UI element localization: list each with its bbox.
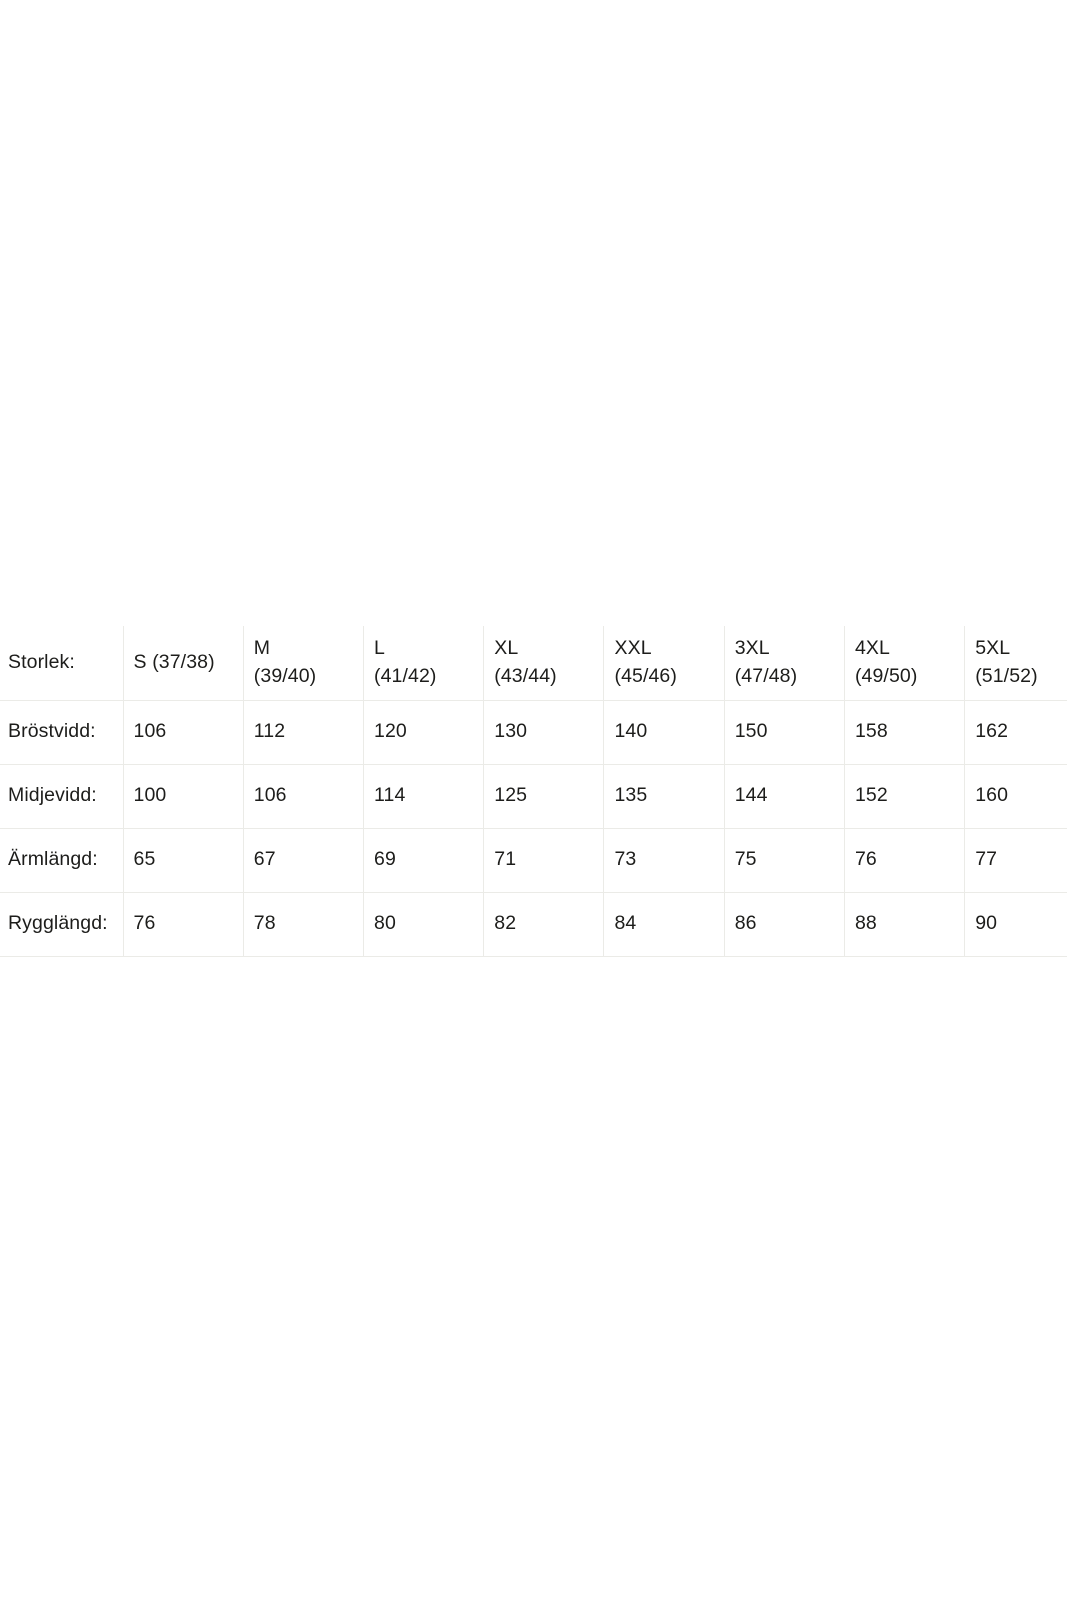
row-label-brostvidd: Bröstvidd: [0, 700, 124, 765]
row-label-armlangd: Ärmlängd: [0, 827, 124, 893]
cell-armlangd-5: 75 [723, 827, 845, 893]
cell-midjevidd-4: 135 [603, 763, 725, 829]
size-collar-5: (47/48) [734, 664, 798, 687]
table-row: Ärmlängd: 65 67 69 71 73 75 76 77 [0, 827, 1067, 893]
cell-armlangd-3: 71 [483, 827, 605, 893]
size-name-1: M [253, 637, 271, 660]
cell-brostvidd-3: 130 [483, 700, 605, 765]
row-label-midjevidd: Midjevidd: [0, 763, 124, 829]
cell-rygglangd-0: 76 [122, 891, 244, 957]
header-cell-size-3: XL (43/44) [483, 626, 605, 701]
cell-brostvidd-7: 162 [964, 700, 1067, 765]
size-chart-container: Storlek: S (37/38) M (39/40) L (41/42) [0, 626, 1067, 957]
size-name-5: 3XL [734, 637, 770, 660]
size-name-2: L [374, 637, 385, 660]
cell-rygglangd-6: 88 [843, 891, 966, 957]
cell-brostvidd-2: 120 [363, 700, 485, 765]
row-label-rygglangd: Rygglängd: [0, 891, 124, 957]
header-cell-size-6: 4XL (49/50) [843, 626, 966, 701]
cell-midjevidd-1: 106 [242, 763, 365, 829]
table-row: Midjevidd: 100 106 114 125 135 144 152 1… [0, 763, 1067, 829]
cell-brostvidd-4: 140 [603, 700, 725, 765]
size-name-4: XXL [614, 637, 652, 660]
size-collar-4: (45/46) [614, 664, 677, 687]
size-name-7: 5XL [975, 637, 1011, 660]
cell-armlangd-6: 76 [843, 827, 966, 893]
header-row: Storlek: S (37/38) M (39/40) L (41/42) [0, 626, 1067, 701]
cell-midjevidd-3: 125 [483, 763, 605, 829]
size-collar-2: (41/42) [374, 664, 437, 687]
cell-rygglangd-7: 90 [964, 891, 1067, 957]
size-chart-table: Storlek: S (37/38) M (39/40) L (41/42) [0, 626, 1067, 957]
cell-midjevidd-0: 100 [122, 763, 244, 829]
cell-midjevidd-2: 114 [363, 763, 485, 829]
size-collar-0: (37/38) [152, 650, 215, 673]
cell-midjevidd-6: 152 [843, 763, 966, 829]
cell-brostvidd-1: 112 [242, 700, 365, 765]
cell-armlangd-4: 73 [603, 827, 725, 893]
cell-armlangd-7: 77 [964, 827, 1067, 893]
size-name-3: XL [494, 637, 519, 660]
cell-brostvidd-0: 106 [122, 700, 244, 765]
cell-armlangd-0: 65 [122, 827, 244, 893]
table-row: Bröstvidd: 106 112 120 130 140 150 158 1… [0, 700, 1067, 765]
size-name-0: S [133, 650, 147, 673]
cell-rygglangd-3: 82 [483, 891, 605, 957]
header-cell-size-2: L (41/42) [363, 626, 485, 701]
size-collar-3: (43/44) [494, 664, 557, 687]
header-cell-size-7: 5XL (51/52) [964, 626, 1067, 701]
table-body: Bröstvidd: 106 112 120 130 140 150 158 1… [0, 700, 1067, 957]
header-cell-size-4: XXL (45/46) [603, 626, 725, 701]
cell-midjevidd-7: 160 [964, 763, 1067, 829]
size-name-6: 4XL [854, 637, 890, 660]
header-cell-storlek: Storlek: [0, 626, 124, 701]
cell-midjevidd-5: 144 [723, 763, 845, 829]
table-row: Rygglängd: 76 78 80 82 84 86 88 90 [0, 891, 1067, 957]
table-header: Storlek: S (37/38) M (39/40) L (41/42) [0, 626, 1067, 701]
size-collar-7: (51/52) [975, 664, 1038, 687]
cell-rygglangd-1: 78 [242, 891, 365, 957]
size-collar-1: (39/40) [253, 664, 317, 687]
cell-rygglangd-5: 86 [723, 891, 845, 957]
cell-armlangd-2: 69 [363, 827, 485, 893]
header-cell-size-5: 3XL (47/48) [723, 626, 845, 701]
header-cell-size-0: S (37/38) [122, 626, 244, 701]
cell-brostvidd-6: 158 [843, 700, 966, 765]
size-collar-6: (49/50) [854, 664, 918, 687]
cell-rygglangd-2: 80 [363, 891, 485, 957]
cell-rygglangd-4: 84 [603, 891, 725, 957]
header-cell-size-1: M (39/40) [242, 626, 365, 701]
cell-armlangd-1: 67 [242, 827, 365, 893]
cell-brostvidd-5: 150 [723, 700, 845, 765]
